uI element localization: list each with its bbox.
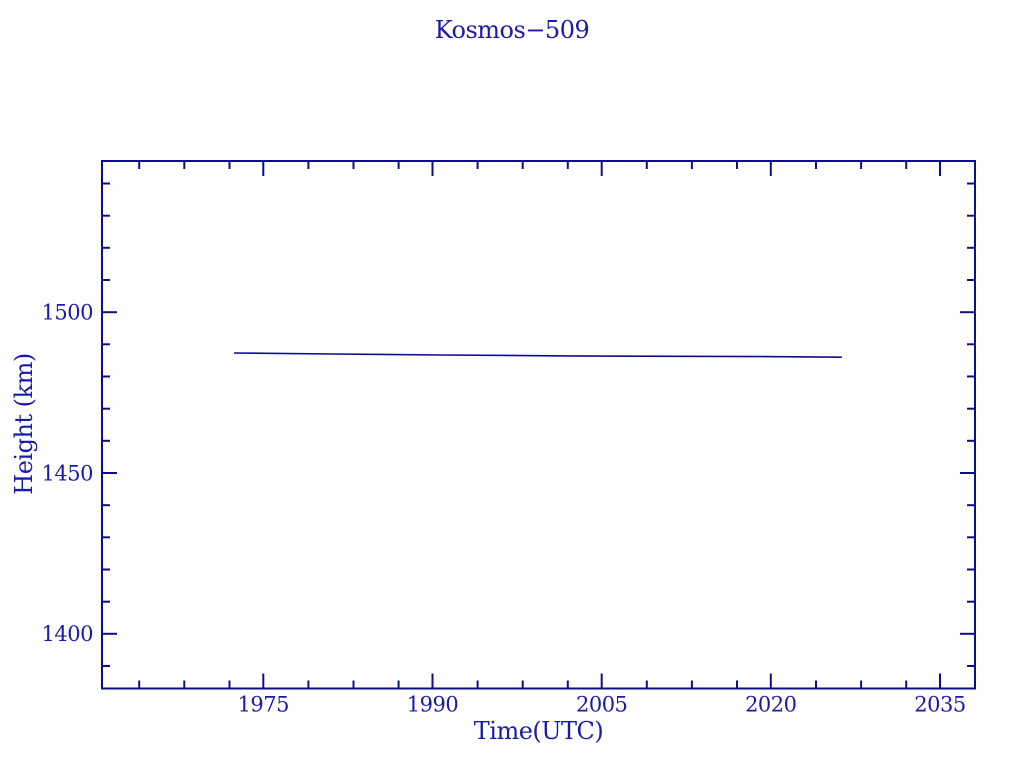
x-tick-label: 2035: [914, 693, 965, 717]
chart-title: Kosmos−509: [434, 16, 590, 44]
plot-frame: [101, 160, 976, 690]
x-tick-label: 2005: [576, 693, 627, 717]
y-axis-label-text: Height (km): [10, 353, 38, 495]
y-tick-label: 1450: [42, 461, 93, 485]
x-axis-label: Time(UTC): [473, 717, 604, 745]
x-tick-label: 2020: [745, 693, 796, 717]
x-tick-label: 1990: [407, 693, 458, 717]
y-tick-label: 1400: [42, 622, 93, 646]
y-tick-label: 1500: [42, 301, 93, 325]
height-series-line: [233, 352, 842, 358]
x-tick-label: 1975: [238, 693, 289, 717]
